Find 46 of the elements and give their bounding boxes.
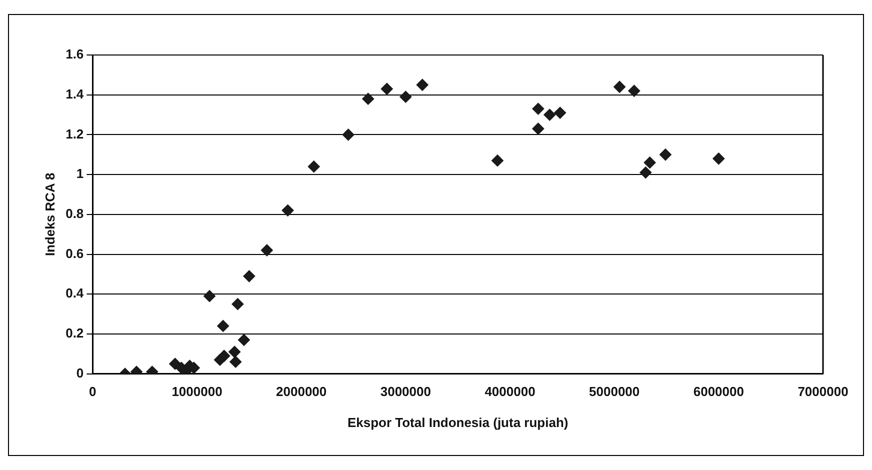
x-axis-title: Ekspor Total Indonesia (juta rupiah) bbox=[347, 414, 568, 430]
point bbox=[712, 152, 725, 165]
point bbox=[342, 128, 354, 141]
point bbox=[400, 90, 412, 103]
point bbox=[659, 148, 672, 161]
y-tick-label: 0.8 bbox=[66, 206, 84, 221]
x-tick-label: 6000000 bbox=[693, 384, 744, 400]
point bbox=[532, 122, 544, 135]
x-tick-label: 0 bbox=[89, 384, 96, 400]
point bbox=[362, 92, 374, 105]
point bbox=[260, 244, 273, 256]
y-tick-label: 0.6 bbox=[66, 246, 84, 261]
point bbox=[544, 108, 556, 121]
point bbox=[238, 334, 250, 346]
point bbox=[232, 298, 244, 310]
y-tick-label: 1 bbox=[76, 166, 84, 182]
y-tick-label: 0.4 bbox=[66, 286, 84, 301]
point bbox=[228, 346, 241, 358]
point bbox=[204, 290, 216, 302]
point bbox=[628, 84, 640, 97]
point bbox=[217, 320, 230, 332]
point bbox=[282, 204, 294, 216]
point bbox=[554, 106, 566, 119]
point bbox=[243, 270, 256, 282]
point bbox=[380, 82, 393, 95]
y-axis-title: Indeks RCA 8 bbox=[42, 172, 58, 256]
x-tick-label: 3000000 bbox=[380, 384, 431, 400]
x-tick-label: 2000000 bbox=[276, 384, 327, 400]
x-tick-label: 7000000 bbox=[798, 384, 848, 400]
y-tick-label: 1.2 bbox=[66, 126, 84, 142]
y-tick-label: 0 bbox=[76, 365, 84, 380]
y-tick-label: 1.6 bbox=[66, 46, 84, 62]
point bbox=[644, 156, 656, 169]
x-tick-label: 1000000 bbox=[172, 384, 222, 400]
point bbox=[491, 154, 504, 167]
point bbox=[308, 160, 320, 173]
point bbox=[218, 350, 230, 362]
y-tick-label: 0.2 bbox=[66, 326, 84, 341]
x-tick-label: 4000000 bbox=[484, 384, 536, 400]
point bbox=[416, 78, 428, 91]
point bbox=[532, 102, 544, 115]
y-tick-label: 1.4 bbox=[66, 86, 84, 102]
point bbox=[640, 166, 652, 179]
point bbox=[230, 356, 242, 368]
x-tick-label: 5000000 bbox=[589, 384, 640, 400]
point bbox=[614, 80, 626, 93]
